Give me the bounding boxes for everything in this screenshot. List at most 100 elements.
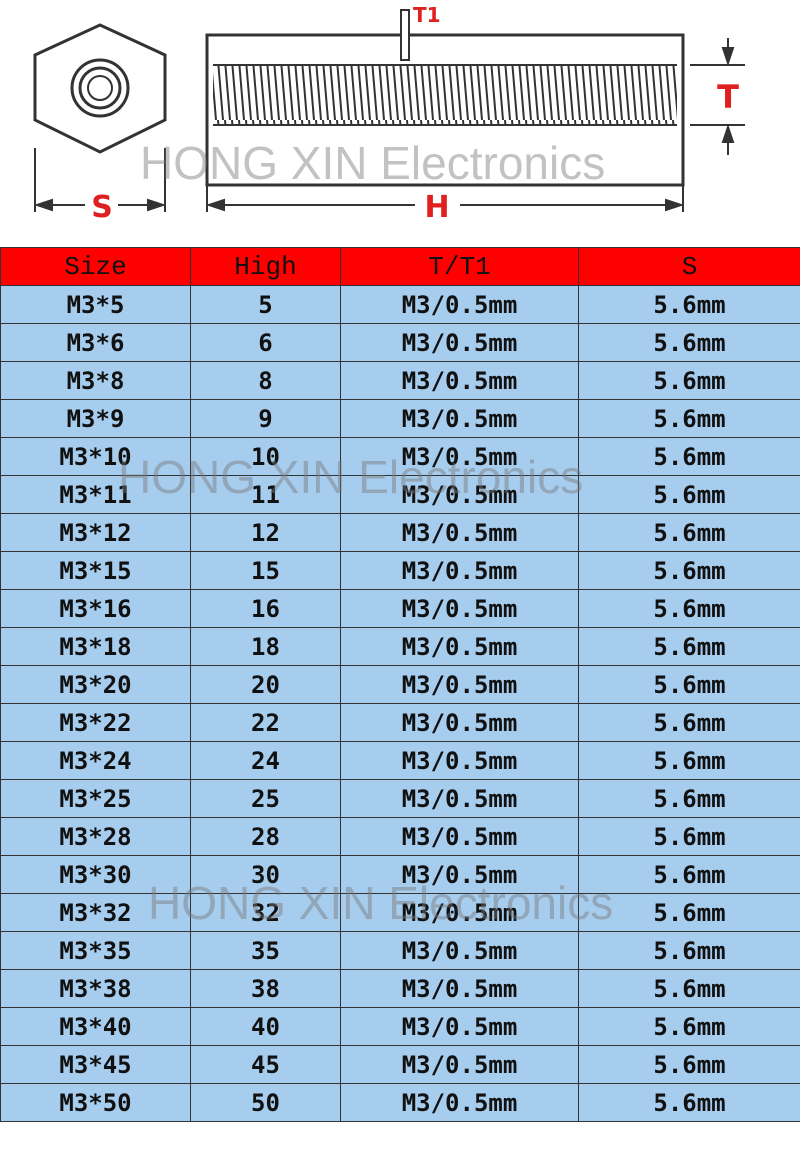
table-cell: M3/0.5mm xyxy=(340,1045,579,1084)
table-row: M3*22 22 M3/0.5mm 5.6mm xyxy=(0,703,800,742)
s-label: S xyxy=(91,190,113,225)
table-cell: 22 xyxy=(190,703,341,742)
table-cell: 24 xyxy=(190,741,341,780)
table-row: M3*32 32 M3/0.5mm 5.6mm xyxy=(0,893,800,932)
h-label: H xyxy=(424,190,449,225)
table-cell: 12 xyxy=(190,513,341,552)
spec-table: Size High T/T1 S M3*5 5 M3/0.5mm 5.6mm M3*6 6 M3/… xyxy=(0,247,800,1122)
table-row: M3*5 5 M3/0.5mm 5.6mm xyxy=(0,285,800,324)
table-cell: 25 xyxy=(190,779,341,818)
table-cell: M3*20 xyxy=(0,665,191,704)
table-cell: 35 xyxy=(190,931,341,970)
s-dimension xyxy=(33,148,167,212)
table-cell: M3*5 xyxy=(0,285,191,324)
table-cell: M3*18 xyxy=(0,627,191,666)
table-cell: M3/0.5mm xyxy=(340,931,579,970)
table-cell: M3*24 xyxy=(0,741,191,780)
table-cell: M3/0.5mm xyxy=(340,589,579,628)
table-cell: M3/0.5mm xyxy=(340,969,579,1008)
table-cell: M3*40 xyxy=(0,1007,191,1046)
table-cell: 5.6mm xyxy=(578,323,800,362)
table-row: M3*6 6 M3/0.5mm 5.6mm xyxy=(0,323,800,362)
table-row: M3*30 30 M3/0.5mm 5.6mm xyxy=(0,855,800,894)
header-cell: T/T1 xyxy=(340,247,579,286)
table-cell: M3/0.5mm xyxy=(340,399,579,438)
table-cell: 5.6mm xyxy=(578,855,800,894)
table-cell: M3/0.5mm xyxy=(340,741,579,780)
table-cell: M3*45 xyxy=(0,1045,191,1084)
table-cell: 5.6mm xyxy=(578,1045,800,1084)
table-cell: 5.6mm xyxy=(578,817,800,856)
header-cell: S xyxy=(578,247,800,286)
table-cell: 5.6mm xyxy=(578,513,800,552)
table-cell: 5.6mm xyxy=(578,703,800,742)
table-cell: 5.6mm xyxy=(578,285,800,324)
table-row: M3*12 12 M3/0.5mm 5.6mm xyxy=(0,513,800,552)
table-cell: 5.6mm xyxy=(578,665,800,704)
table-cell: 5.6mm xyxy=(578,399,800,438)
table-cell: 11 xyxy=(190,475,341,514)
h-dimension xyxy=(205,185,685,212)
table-cell: M3/0.5mm xyxy=(340,475,579,514)
table-cell: 5 xyxy=(190,285,341,324)
table-cell: 5.6mm xyxy=(578,627,800,666)
table-cell: 5.6mm xyxy=(578,1007,800,1046)
header-row: Size High T/T1 S xyxy=(0,247,800,286)
table-cell: 5.6mm xyxy=(578,893,800,932)
table-row: M3*35 35 M3/0.5mm 5.6mm xyxy=(0,931,800,970)
table-row: M3*25 25 M3/0.5mm 5.6mm xyxy=(0,779,800,818)
table-cell: M3*10 xyxy=(0,437,191,476)
table-cell: 28 xyxy=(190,817,341,856)
table-row: M3*15 15 M3/0.5mm 5.6mm xyxy=(0,551,800,590)
table-cell: M3*11 xyxy=(0,475,191,514)
table-row: M3*10 10 M3/0.5mm 5.6mm xyxy=(0,437,800,476)
table-cell: 16 xyxy=(190,589,341,628)
table-cell: 15 xyxy=(190,551,341,590)
table-cell: 5.6mm xyxy=(578,361,800,400)
table-cell: 45 xyxy=(190,1045,341,1084)
table-body: M3*5 5 M3/0.5mm 5.6mm M3*6 6 M3/0.5mm 5.6mm M3*8… xyxy=(0,285,800,1122)
table-cell: M3/0.5mm xyxy=(340,1083,579,1122)
table-cell: M3*16 xyxy=(0,589,191,628)
t1-label: T1 xyxy=(413,3,441,27)
table-cell: 50 xyxy=(190,1083,341,1122)
table-cell: M3/0.5mm xyxy=(340,627,579,666)
table-row: M3*50 50 M3/0.5mm 5.6mm xyxy=(0,1083,800,1122)
table-cell: M3*32 xyxy=(0,893,191,932)
table-cell: M3/0.5mm xyxy=(340,437,579,476)
table-row: M3*24 24 M3/0.5mm 5.6mm xyxy=(0,741,800,780)
table-row: M3*11 11 M3/0.5mm 5.6mm xyxy=(0,475,800,514)
table-row: M3*20 20 M3/0.5mm 5.6mm xyxy=(0,665,800,704)
table-cell: M3/0.5mm xyxy=(340,285,579,324)
table-row: M3*45 45 M3/0.5mm 5.6mm xyxy=(0,1045,800,1084)
table-cell: 30 xyxy=(190,855,341,894)
table-cell: M3*28 xyxy=(0,817,191,856)
spacer-diagram: S T1 T H xyxy=(33,3,745,225)
table-row: M3*18 18 M3/0.5mm 5.6mm xyxy=(0,627,800,666)
table-cell: M3/0.5mm xyxy=(340,361,579,400)
table-row: M3*8 8 M3/0.5mm 5.6mm xyxy=(0,361,800,400)
table-cell: M3*6 xyxy=(0,323,191,362)
table-cell: 20 xyxy=(190,665,341,704)
table-cell: M3*8 xyxy=(0,361,191,400)
table-cell: 6 xyxy=(190,323,341,362)
table-cell: M3*12 xyxy=(0,513,191,552)
table-cell: 5.6mm xyxy=(578,1083,800,1122)
table-cell: M3*30 xyxy=(0,855,191,894)
t-dimension xyxy=(690,38,745,155)
table-cell: 5.6mm xyxy=(578,551,800,590)
table-cell: 5.6mm xyxy=(578,931,800,970)
table-cell: 5.6mm xyxy=(578,589,800,628)
table-row: M3*9 9 M3/0.5mm 5.6mm xyxy=(0,399,800,438)
table-row: M3*38 38 M3/0.5mm 5.6mm xyxy=(0,969,800,1008)
table-cell: 5.6mm xyxy=(578,437,800,476)
table-row: M3*16 16 M3/0.5mm 5.6mm xyxy=(0,589,800,628)
table-cell: 5.6mm xyxy=(578,475,800,514)
hex-nut xyxy=(33,23,167,154)
table-cell: M3/0.5mm xyxy=(340,513,579,552)
table-cell: 10 xyxy=(190,437,341,476)
table-cell: 5.6mm xyxy=(578,741,800,780)
table-cell: M3*50 xyxy=(0,1083,191,1122)
